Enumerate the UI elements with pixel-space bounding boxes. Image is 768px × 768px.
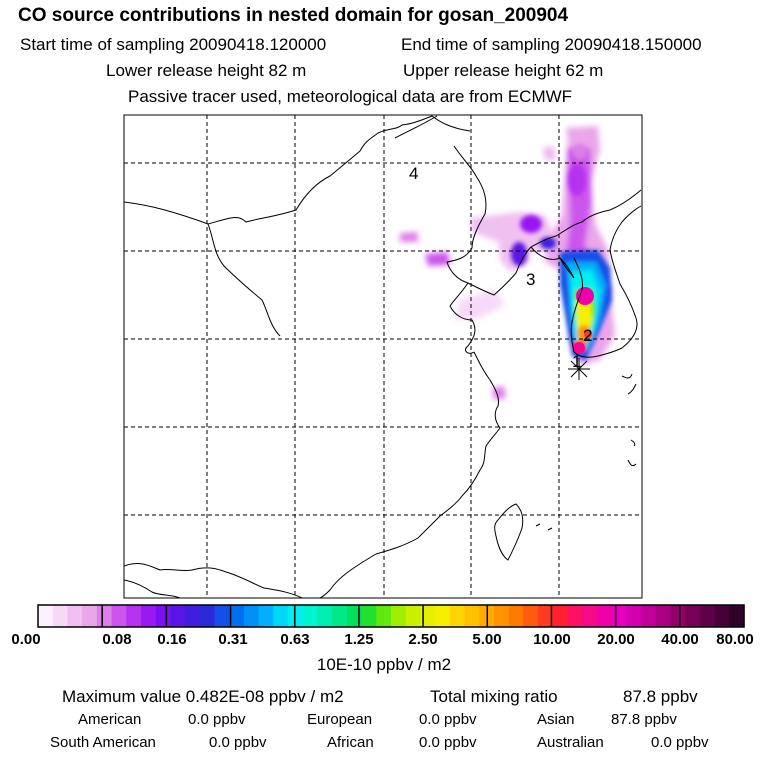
colorbar-cell xyxy=(140,605,157,627)
colorbar-cell xyxy=(523,605,539,627)
american-label: American xyxy=(78,711,142,728)
colorbar-cell xyxy=(126,605,142,627)
colorbar-cell xyxy=(655,605,672,627)
colorbar-cell xyxy=(729,605,745,627)
colorbar-tick-label: 0.08 xyxy=(102,631,132,648)
colorbar-cell xyxy=(317,605,333,627)
colorbar-cell xyxy=(155,605,171,627)
colorbar-cell xyxy=(435,605,451,627)
asian-value: 87.8 ppbv xyxy=(611,711,677,728)
map-area xyxy=(124,115,642,598)
region-label-3: 3 xyxy=(526,270,535,289)
african-label: African xyxy=(327,734,374,751)
colorbar-frame xyxy=(37,604,745,628)
maximum-value: Maximum value 0.482E-08 ppbv / m2 xyxy=(62,687,344,706)
colorbar-tick-label: 0.00 xyxy=(11,631,41,648)
colorbar-tick-label: 5.00 xyxy=(472,631,502,648)
colorbar-cell xyxy=(288,605,304,627)
colorbar-cell xyxy=(596,605,613,627)
colorbar-cell xyxy=(302,605,319,627)
colorbar-cell xyxy=(391,605,407,627)
colorbar-ticks xyxy=(101,605,681,627)
colorbar-cell xyxy=(67,605,83,627)
colorbar-cell xyxy=(611,605,627,627)
australian-value: 0.0 ppbv xyxy=(651,734,709,751)
colorbar-cell xyxy=(567,605,583,627)
tracer-note: Passive tracer used, meteorological data… xyxy=(128,87,573,106)
south-american-label: South American xyxy=(50,734,156,751)
colorbar-cell xyxy=(361,605,377,627)
colorbar-cell xyxy=(641,605,657,627)
region-label-1: 1 xyxy=(572,352,581,371)
colorbar-tick-label: 40.00 xyxy=(661,631,699,648)
colorbar-cell xyxy=(699,605,716,627)
colorbar-tick-label: 2.50 xyxy=(408,631,438,648)
receptor-asterisk-icon xyxy=(568,358,590,380)
colorbar-cell xyxy=(82,605,98,627)
colorbar-cell xyxy=(376,605,392,627)
colorbar-cell xyxy=(96,605,113,627)
page-title: CO source contributions in nested domain… xyxy=(18,5,569,26)
total-mixing-value: 87.8 ppbv xyxy=(623,687,698,706)
colorbar-cell xyxy=(170,605,186,627)
concentration-plume xyxy=(400,126,615,400)
colorbar-cell xyxy=(449,605,466,627)
colorbar-tick-label: 80.00 xyxy=(716,631,754,648)
lower-release-label: Lower release height 82 m xyxy=(106,61,307,80)
colorbar-cell xyxy=(538,605,554,627)
colorbar-tick-label: 0.16 xyxy=(157,631,187,648)
colorbar-cell xyxy=(508,605,524,627)
colorbar-cell xyxy=(670,605,686,627)
end-time-label: End time of sampling 20090418.150000 xyxy=(401,35,702,54)
colorbar-tick-label: 20.00 xyxy=(597,631,635,648)
colorbar-unit: 10E-10 ppbv / m2 xyxy=(316,655,452,674)
colorbar-cell xyxy=(185,605,201,627)
start-time-label: Start time of sampling 20090418.120000 xyxy=(20,35,327,54)
region-label-4: 4 xyxy=(409,164,418,183)
european-label: European xyxy=(307,711,373,728)
asian-label: Asian xyxy=(537,711,575,728)
colorbar-cell xyxy=(582,605,598,627)
colorbar-cell xyxy=(243,605,260,627)
colorbar-cell xyxy=(552,605,569,627)
european-value: 0.0 ppbv xyxy=(419,711,477,728)
colorbar-cell xyxy=(405,605,422,627)
colorbar-cell xyxy=(214,605,230,627)
colorbar-cell xyxy=(38,605,54,627)
colorbar-cell xyxy=(685,605,701,627)
colorbar-cell xyxy=(332,605,348,627)
colorbar-tick-label: 1.25 xyxy=(344,631,374,648)
colorbar-cell xyxy=(626,605,642,627)
colorbar-cell xyxy=(273,605,289,627)
colorbar-cell xyxy=(464,605,480,627)
colorbar-tick-label: 0.63 xyxy=(280,631,310,648)
coastlines xyxy=(124,115,642,598)
colorbar-cell xyxy=(346,605,363,627)
grid-lines xyxy=(124,115,642,598)
map-frame xyxy=(123,114,643,599)
colorbar-cell xyxy=(258,605,274,627)
upper-release-label: Upper release height 62 m xyxy=(403,61,604,80)
colorbar-tick-label: 0.31 xyxy=(218,631,248,648)
region-label-2: 2 xyxy=(583,326,592,345)
colorbar-cell xyxy=(52,605,69,627)
colorbar-cell xyxy=(111,605,127,627)
colorbar xyxy=(38,605,745,627)
total-mixing-label: Total mixing ratio xyxy=(430,687,558,706)
african-value: 0.0 ppbv xyxy=(419,734,477,751)
colorbar-cell xyxy=(229,605,245,627)
colorbar-tick-label: 10.00 xyxy=(533,631,571,648)
colorbar-cell xyxy=(493,605,510,627)
colorbar-cell xyxy=(420,605,436,627)
american-value: 0.0 ppbv xyxy=(188,711,246,728)
australian-label: Australian xyxy=(537,734,604,751)
colorbar-cell xyxy=(199,605,216,627)
south-american-value: 0.0 ppbv xyxy=(209,734,267,751)
colorbar-cell xyxy=(714,605,730,627)
